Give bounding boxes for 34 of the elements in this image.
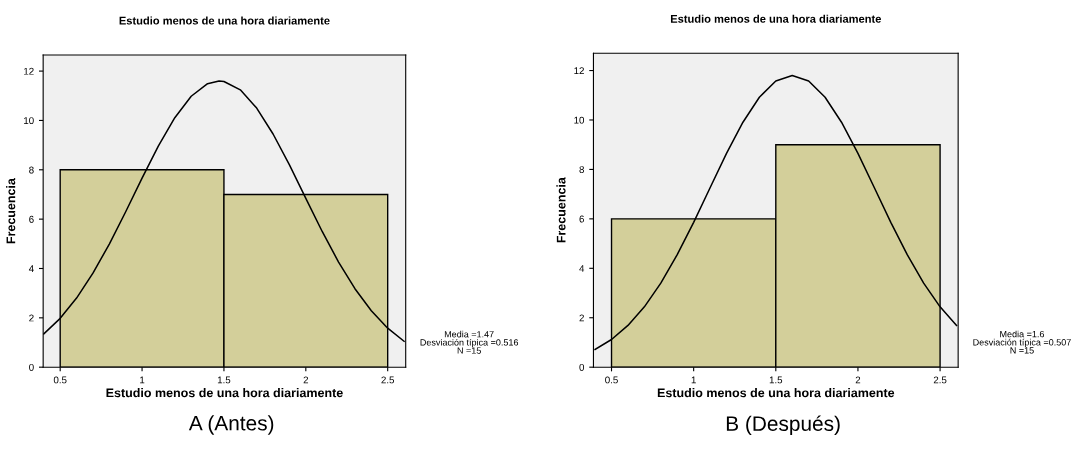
x-tick-label: 0.5 — [605, 376, 618, 384]
y-tick-label: 0 — [579, 363, 585, 371]
y-tick-label: 2 — [579, 314, 584, 322]
text: B (Después) — [726, 415, 840, 436]
x-axis-title: Estudio menos de una hora diariamente — [106, 388, 343, 398]
y-tick-label: 4 — [579, 265, 585, 272]
y-tick-label: 10 — [574, 116, 585, 124]
text: Media =1.47 Desviación típica =0.516 N =15 — [420, 330, 519, 354]
x-tick-label: 1.5 — [769, 376, 783, 384]
y-tick-label: 12 — [24, 67, 34, 75]
y-tick-label: 6 — [29, 215, 34, 223]
y-axis-title: Frecuencia — [556, 177, 566, 243]
x-tick-label: 1 — [691, 376, 696, 384]
y-axis-title: Frecuencia — [6, 178, 16, 244]
x-tick-label: 2.5 — [933, 376, 947, 384]
chart-title: Estudio menos de una hora diariamente — [670, 14, 882, 23]
x-tick-label: 2.5 — [381, 376, 395, 384]
x-tick-label: 1 — [140, 376, 145, 384]
y-tick-label: 4 — [28, 265, 34, 273]
y-tick-label: 10 — [24, 117, 34, 125]
chart-title: Estudio menos de una hora diariamente — [119, 16, 330, 25]
text: A (Antes) — [188, 415, 274, 435]
y-tick-label: 0 — [29, 363, 34, 371]
x-tick-label: 2 — [303, 376, 309, 384]
x-tick-label: 0.5 — [53, 376, 67, 384]
y-tick-label: 2 — [29, 314, 34, 322]
y-tick-label: 6 — [579, 215, 584, 223]
y-tick-label: 8 — [29, 166, 34, 174]
x-axis-title: Estudio menos de una hora diariamente — [657, 388, 895, 398]
x-tick-label: 2 — [855, 376, 861, 384]
y-tick-label: 8 — [579, 166, 584, 174]
x-tick-label: 1.5 — [217, 376, 231, 384]
y-tick-label: 12 — [574, 67, 584, 75]
text: Media =1.6 Desviación típica =0.507 N =15 — [973, 330, 1071, 354]
